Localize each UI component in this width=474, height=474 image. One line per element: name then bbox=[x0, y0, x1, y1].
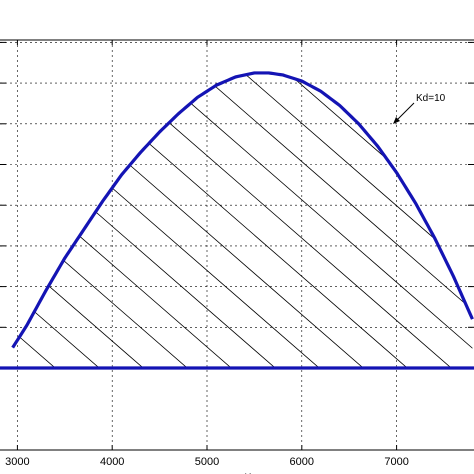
x-tick-label-4: 7000 bbox=[384, 456, 408, 468]
annotation-kd10-label: Kd=10 bbox=[416, 93, 446, 104]
hatch-line-9 bbox=[12, 72, 442, 369]
x-tick-label-1: 4000 bbox=[100, 456, 124, 468]
hatch-line-8 bbox=[12, 72, 398, 369]
x-tick-label-2: 5000 bbox=[195, 456, 219, 468]
axis-ticks: 3000 4000 5000 6000 7000 bbox=[0, 40, 474, 468]
series-kd10-curve bbox=[11, 71, 474, 349]
series-lines bbox=[0, 71, 474, 370]
x-axis-title: Kp bbox=[244, 472, 257, 474]
annotation-arrow-line bbox=[396, 102, 415, 121]
plot-frame bbox=[0, 39, 474, 451]
x-tick-label-0: 3000 bbox=[5, 456, 29, 468]
annotation-arrow-head bbox=[393, 117, 400, 124]
x-tick-label-3: 6000 bbox=[290, 456, 314, 468]
grid bbox=[0, 40, 474, 450]
annotations: Kd=10 bbox=[393, 93, 446, 124]
